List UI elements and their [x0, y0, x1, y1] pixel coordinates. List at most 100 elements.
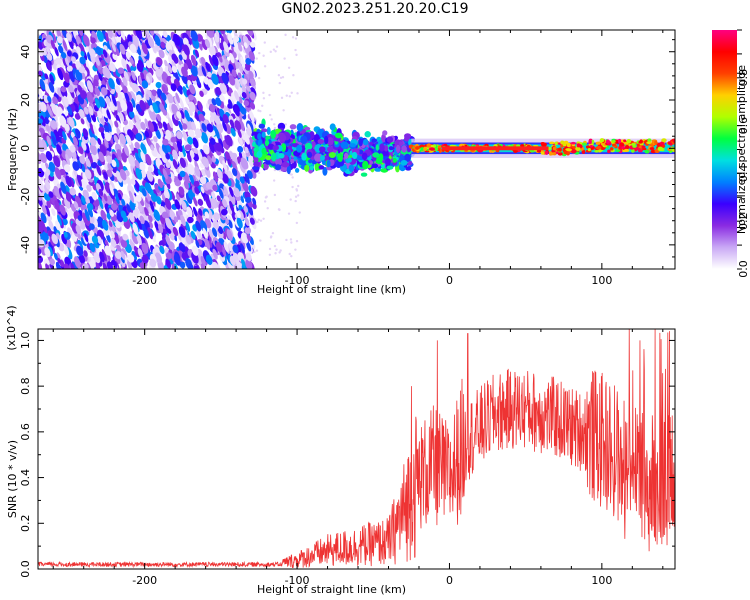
- spectrogram-cell: [135, 194, 142, 202]
- spectrogram-cell: [55, 261, 62, 269]
- spectrogram-cell: [190, 121, 197, 131]
- spectrogram-cell: [66, 65, 73, 72]
- spectrogram-cell: [53, 252, 58, 261]
- spectrogram-cell: [404, 133, 412, 139]
- spectrogram-cell: [563, 150, 568, 155]
- spectrogram-cell: [79, 56, 86, 65]
- spectrogram-cell: [245, 203, 250, 212]
- spectrogram-cell: [187, 163, 195, 176]
- spectrogram-cell: [220, 208, 228, 216]
- spectrogram-cell: [75, 224, 82, 235]
- spectrogram-cell: [98, 72, 103, 82]
- spectrogram-cell: [154, 35, 161, 47]
- spectrogram-cell: [192, 206, 198, 218]
- spectrogram-cell: [135, 167, 143, 180]
- spectrogram-cell: [141, 188, 147, 197]
- spectrogram-cell: [110, 230, 115, 239]
- spectrogram-cell: [356, 154, 362, 161]
- spectrogram-cell: [44, 179, 51, 190]
- spectrogram-cell: [212, 261, 220, 269]
- spectrogram-cell: [193, 180, 200, 187]
- spectrogram-cell: [187, 129, 195, 138]
- spectrogram-cell: [263, 41, 266, 44]
- spectrogram-cell: [328, 151, 336, 159]
- spectrogram-cell: [176, 193, 180, 201]
- spectrogram-cell: [174, 179, 182, 187]
- spectrogram-cell: [255, 249, 259, 252]
- spectrogram-cell: [62, 131, 67, 141]
- spectrogram-cell: [266, 207, 269, 210]
- spectrogram-cell: [171, 53, 178, 62]
- spectrogram-cell: [140, 151, 146, 163]
- spectrogram-cell: [81, 195, 86, 205]
- spectrogram-cell: [175, 92, 180, 104]
- x-axis-title: Height of straight line (km): [257, 283, 406, 296]
- spectrogram-cell: [159, 102, 165, 113]
- spectrogram-cell: [232, 244, 239, 254]
- spectrogram-cell: [638, 140, 643, 144]
- spectrogram-cell: [240, 107, 247, 115]
- spectrogram-cell: [181, 200, 187, 211]
- spectrogram-cell: [49, 73, 55, 85]
- spectrogram-cell: [264, 196, 268, 199]
- spectrogram-cell: [204, 38, 211, 49]
- spectrogram-cell: [146, 170, 154, 182]
- spectrogram-cell: [289, 198, 292, 201]
- spectrogram-cell: [649, 147, 655, 150]
- spectrogram-cell: [169, 153, 174, 162]
- spectrogram-cell: [541, 142, 547, 147]
- spectrogram-cell: [575, 146, 581, 152]
- spectrogram-cell: [48, 191, 54, 198]
- spectrogram-cell: [62, 57, 68, 67]
- spectrogram-cell: [240, 249, 246, 260]
- spectrogram-cell: [241, 258, 246, 268]
- spectrogram-cell: [132, 222, 139, 235]
- spectrogram-cell: [114, 120, 119, 128]
- spectrogram-cell: [171, 262, 178, 269]
- spectrogram-cell: [69, 78, 75, 90]
- spectrogram-cell: [95, 46, 102, 56]
- spectrogram-cell: [249, 148, 254, 157]
- spectrogram-cell: [41, 231, 49, 242]
- spectrogram-cell: [111, 159, 117, 168]
- spectrogram-cell: [657, 146, 663, 151]
- spectrogram-cell: [619, 142, 624, 147]
- spectrogram-cell: [83, 232, 89, 243]
- spectrogram-cell: [77, 215, 83, 222]
- spectrogram-cell: [162, 121, 168, 131]
- spectrogram-cell: [278, 133, 287, 142]
- spectrogram-cell: [153, 136, 158, 143]
- spectrogram-cell: [294, 199, 297, 203]
- spectrogram-cell: [269, 113, 272, 117]
- spectrogram-cell: [281, 76, 285, 79]
- spectrogram-cell: [116, 149, 122, 158]
- spectrogram-cell: [88, 128, 96, 141]
- spectrogram-cell: [90, 37, 96, 44]
- spectrogram-cell: [199, 90, 204, 98]
- spectrogram-cell: [198, 41, 203, 51]
- colorbar-tick-label: 0.2: [737, 212, 750, 230]
- spectrogram-cell: [95, 262, 101, 269]
- spectrogram-cell: [238, 136, 243, 146]
- spectrogram-cell: [419, 144, 425, 149]
- spectrogram-cell: [202, 144, 210, 155]
- spectrogram-cell: [141, 42, 148, 55]
- spectrogram-cell: [566, 142, 571, 148]
- spectrogram-cell: [179, 97, 185, 110]
- spectrogram-cell: [48, 82, 55, 93]
- spectrogram-cell: [588, 139, 592, 145]
- spectrogram-cell: [240, 232, 249, 244]
- spectrogram-cell: [222, 173, 229, 184]
- spectrogram-cell: [140, 121, 146, 131]
- spectrogram-cell: [401, 145, 407, 153]
- spectrogram-cell: [204, 237, 211, 250]
- spectrogram-cell: [644, 149, 650, 154]
- spectrogram-band-core: [441, 146, 549, 151]
- spectrogram-cell: [229, 255, 236, 266]
- spectrogram-cell: [671, 148, 675, 153]
- spectrogram-cell: [301, 152, 307, 161]
- spectrogram-cell: [274, 50, 277, 53]
- spectrogram-cell: [272, 145, 280, 151]
- spectrogram-cell: [237, 129, 242, 138]
- spectrogram-cell: [153, 160, 158, 169]
